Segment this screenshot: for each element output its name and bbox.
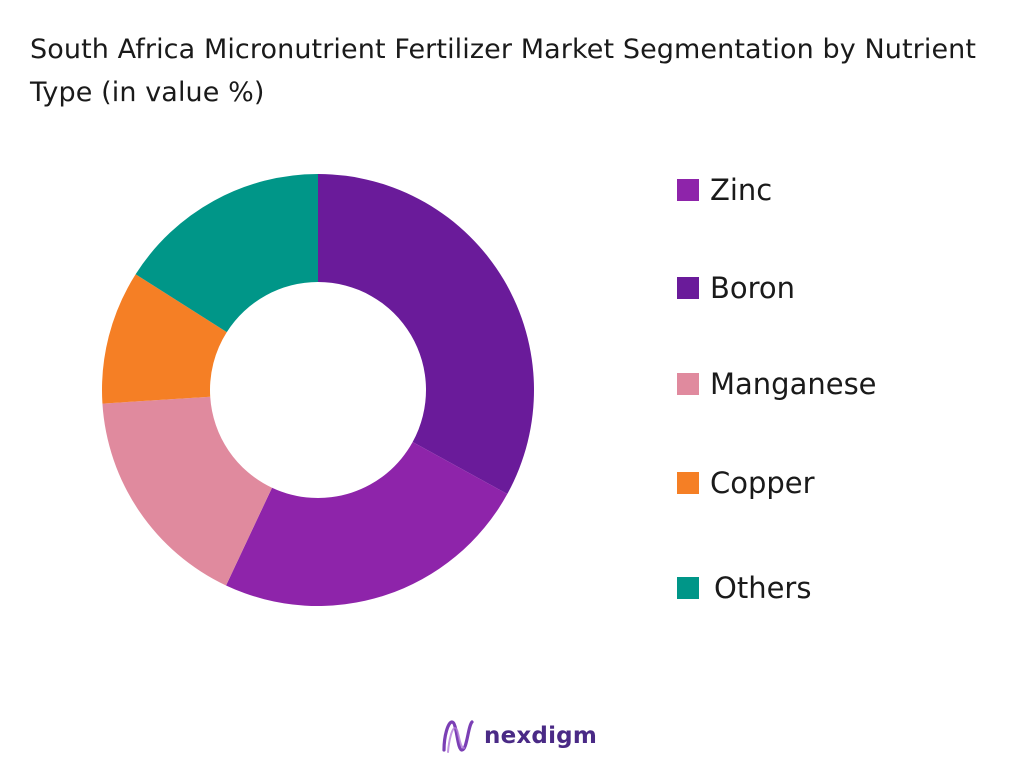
legend-label-copper: Copper	[710, 466, 815, 500]
legend-swatch-manganese	[677, 373, 699, 395]
legend: Zinc Boron Manganese Copper Others	[677, 173, 877, 605]
legend-label-others: Others	[714, 571, 811, 605]
legend-label-manganese: Manganese	[710, 367, 877, 401]
slice-boron	[318, 174, 535, 495]
legend-swatch-others	[677, 577, 699, 599]
chart-title: South Africa Micronutrient Fertilizer Ma…	[30, 34, 977, 108]
slice-zinc	[226, 442, 508, 607]
legend-swatch-copper	[677, 472, 699, 494]
slice-others	[135, 174, 318, 333]
slice-copper	[102, 274, 227, 404]
brand-logo: nexdigm	[440, 714, 597, 758]
legend-label-boron: Boron	[710, 271, 795, 305]
brand-name: nexdigm	[484, 723, 597, 749]
legend-swatch-zinc	[677, 179, 699, 201]
slice-manganese	[102, 396, 273, 586]
nexdigm-wave-icon	[442, 720, 474, 753]
legend-swatch-boron	[677, 277, 699, 299]
donut-slices	[102, 174, 535, 607]
legend-label-zinc: Zinc	[710, 173, 772, 207]
